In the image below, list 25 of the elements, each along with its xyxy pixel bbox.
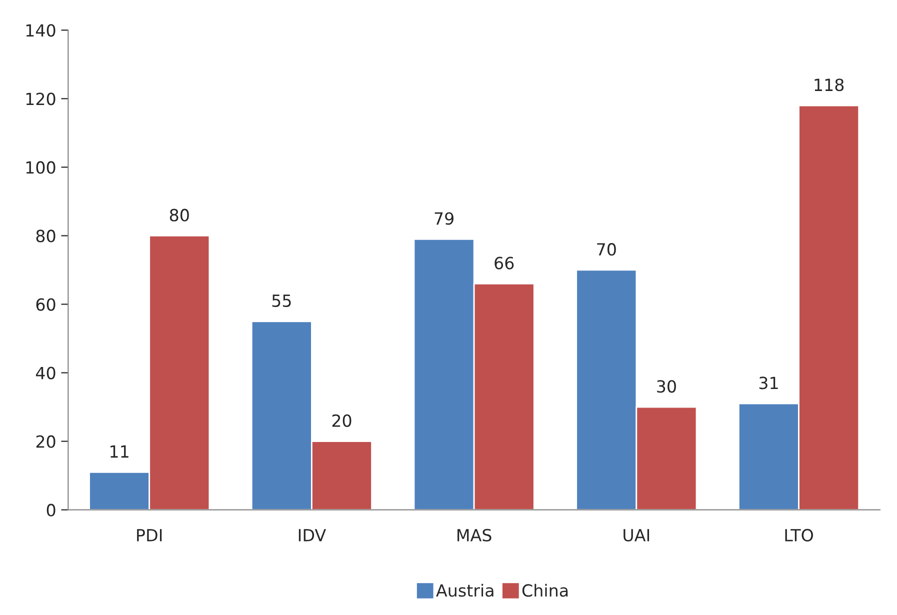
data-label: 66	[494, 256, 514, 270]
data-label: 79	[434, 212, 454, 225]
x-tick-label: UAI	[624, 529, 650, 542]
data-label: 20	[332, 414, 352, 427]
data-label: 70	[597, 243, 616, 256]
y-tick-label: 120	[26, 92, 56, 106]
y-tick-label: 60	[36, 298, 56, 311]
data-label: 118	[814, 78, 844, 92]
y-tick-label: 40	[36, 366, 56, 380]
x-tick-label: LTO	[785, 528, 813, 542]
data-label: 31	[759, 376, 778, 390]
x-tick-label: IDV	[298, 529, 326, 542]
data-label: 11	[110, 445, 128, 458]
y-tick-label: 140	[26, 24, 56, 37]
data-label: 80	[170, 208, 189, 222]
y-tick-label: 0	[46, 504, 56, 516]
y-tick-label: 100	[26, 161, 56, 174]
legend-label: China	[522, 584, 568, 597]
y-tick-label: 80	[36, 230, 56, 242]
data-label: 55	[272, 294, 291, 308]
y-tick-label: 20	[36, 435, 56, 448]
data-label: 30	[657, 380, 676, 393]
x-tick-label: PDI	[137, 529, 162, 542]
legend-label: Austria	[436, 584, 494, 597]
x-tick-label: MAS	[458, 528, 492, 542]
